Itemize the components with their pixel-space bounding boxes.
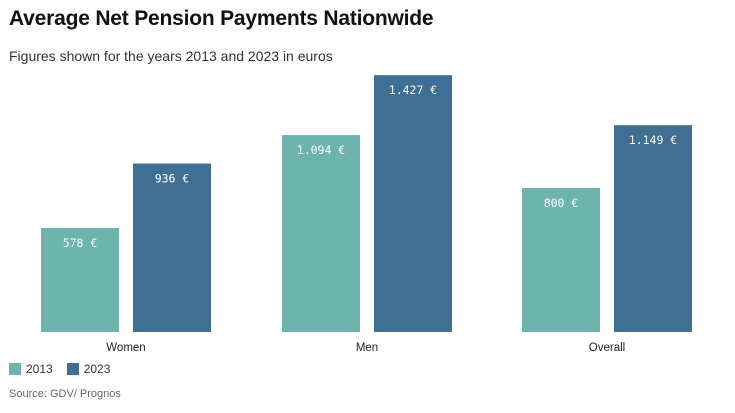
data-label-men-2013: 1.094 €	[297, 143, 345, 157]
legend-swatch-2013	[9, 363, 21, 375]
bar-overall-2013	[522, 188, 600, 332]
category-label-overall: Overall	[589, 342, 625, 354]
legend-item-2023: 2023	[66, 362, 111, 376]
data-label-overall-2023: 1.149 €	[629, 133, 677, 147]
category-label-women: Women	[106, 342, 145, 354]
data-label-women-2023: 936 €	[155, 172, 190, 186]
data-label-men-2023: 1.427 €	[389, 83, 437, 97]
data-label-overall-2013: 800 €	[544, 196, 579, 210]
legend-label-2013: 2013	[26, 362, 53, 376]
legend-item-2013: 2013	[9, 362, 53, 376]
bar-women-2013	[41, 227, 119, 332]
legend-label-2023: 2023	[83, 362, 111, 376]
legend-swatch-2023	[66, 363, 79, 375]
source-note: Source: GDV/ Prognos	[9, 388, 121, 400]
chart-title: Average Net Pension Payments Nationwide	[9, 7, 434, 30]
category-label-men: Men	[356, 342, 378, 354]
bar-men-2023	[374, 75, 452, 332]
data-label-women-2013: 578 €	[63, 236, 98, 250]
bar-overall-2023	[614, 125, 692, 333]
bar-women-2023	[133, 163, 211, 332]
bar-men-2013	[282, 135, 360, 332]
legend: 2013 2023	[9, 362, 124, 376]
chart-subtitle: Figures shown for the years 2013 and 202…	[9, 48, 333, 64]
